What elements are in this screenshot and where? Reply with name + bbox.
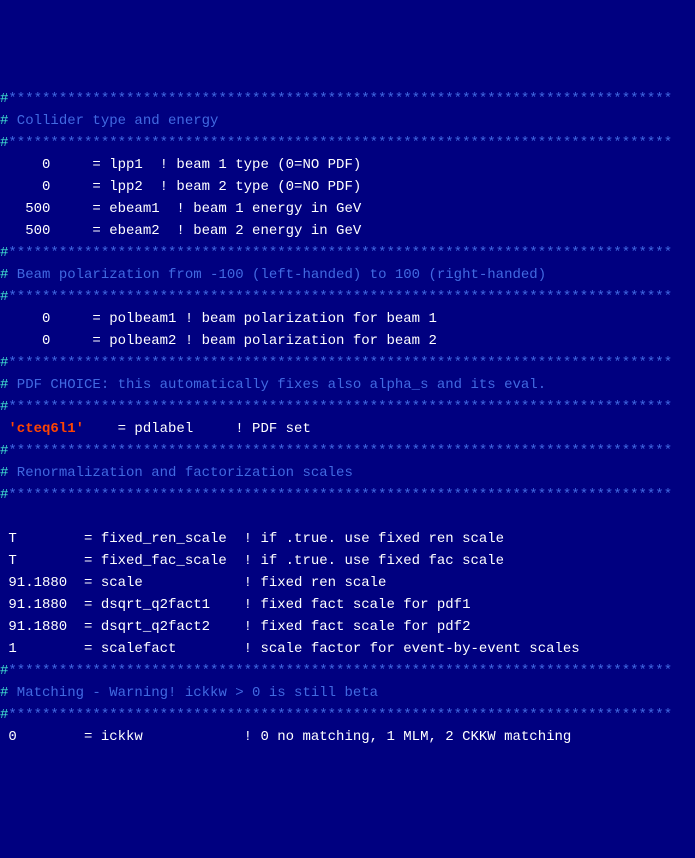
separator-hash: # <box>0 707 8 723</box>
header-text: Renormalization and factorization scales <box>8 465 352 481</box>
config-line: 500 = ebeam2 ! beam 2 energy in GeV <box>0 220 695 242</box>
separator-line: #***************************************… <box>0 660 695 682</box>
separator-stars: ****************************************… <box>8 399 672 415</box>
separator-line: #***************************************… <box>0 440 695 462</box>
config-line: 91.1880 = dsqrt_q2fact1 ! fixed fact sca… <box>0 594 695 616</box>
separator-line: #***************************************… <box>0 242 695 264</box>
config-line: 91.1880 = scale ! fixed ren scale <box>0 572 695 594</box>
separator-stars: ****************************************… <box>8 663 672 679</box>
header-text: PDF CHOICE: this automatically fixes als… <box>8 377 563 393</box>
pdf-label-string: 'cteq6l1' <box>0 421 84 437</box>
config-line: 0 = polbeam1 ! beam polarization for bea… <box>0 308 695 330</box>
separator-stars: ****************************************… <box>8 245 672 261</box>
config-line: 0 = lpp1 ! beam 1 type (0=NO PDF) <box>0 154 695 176</box>
config-line: 0 = polbeam2 ! beam polarization for bea… <box>0 330 695 352</box>
separator-stars: ****************************************… <box>8 135 672 151</box>
separator-stars: ****************************************… <box>8 707 672 723</box>
separator-line: #***************************************… <box>0 88 695 110</box>
separator-stars: ****************************************… <box>8 91 672 107</box>
config-line: T = fixed_fac_scale ! if .true. use fixe… <box>0 550 695 572</box>
config-line: 0 = ickkw ! 0 no matching, 1 MLM, 2 CKKW… <box>0 726 695 748</box>
separator-line: #***************************************… <box>0 704 695 726</box>
separator-line: #***************************************… <box>0 352 695 374</box>
section-header: # Renormalization and factorization scal… <box>0 462 695 484</box>
config-line: 91.1880 = dsqrt_q2fact2 ! fixed fact sca… <box>0 616 695 638</box>
separator-line: #***************************************… <box>0 396 695 418</box>
header-text: Matching - Warning! ickkw > 0 is still b… <box>8 685 378 701</box>
blank-line <box>0 506 695 528</box>
separator-stars: ****************************************… <box>8 289 672 305</box>
config-line: T = fixed_ren_scale ! if .true. use fixe… <box>0 528 695 550</box>
separator-stars: ****************************************… <box>8 443 672 459</box>
config-line: 0 = lpp2 ! beam 2 type (0=NO PDF) <box>0 176 695 198</box>
header-hash: # <box>0 685 8 701</box>
separator-hash: # <box>0 663 8 679</box>
section-header: # Beam polarization from -100 (left-hand… <box>0 264 695 286</box>
header-text: Beam polarization from -100 (left-handed… <box>8 267 563 283</box>
section-header: # Matching - Warning! ickkw > 0 is still… <box>0 682 695 704</box>
pdf-rest: = pdlabel ! PDF set <box>84 421 311 437</box>
section-header: # PDF CHOICE: this automatically fixes a… <box>0 374 695 396</box>
header-text: Collider type and energy <box>8 113 218 129</box>
separator-line: #***************************************… <box>0 484 695 506</box>
separator-line: #***************************************… <box>0 286 695 308</box>
separator-line: #***************************************… <box>0 132 695 154</box>
config-file-view: #***************************************… <box>0 88 695 748</box>
config-line: 500 = ebeam1 ! beam 1 energy in GeV <box>0 198 695 220</box>
separator-stars: ****************************************… <box>8 355 672 371</box>
separator-stars: ****************************************… <box>8 487 672 503</box>
section-header: # Collider type and energy <box>0 110 695 132</box>
config-line: 1 = scalefact ! scale factor for event-b… <box>0 638 695 660</box>
config-line-pdf: 'cteq6l1' = pdlabel ! PDF set <box>0 418 695 440</box>
